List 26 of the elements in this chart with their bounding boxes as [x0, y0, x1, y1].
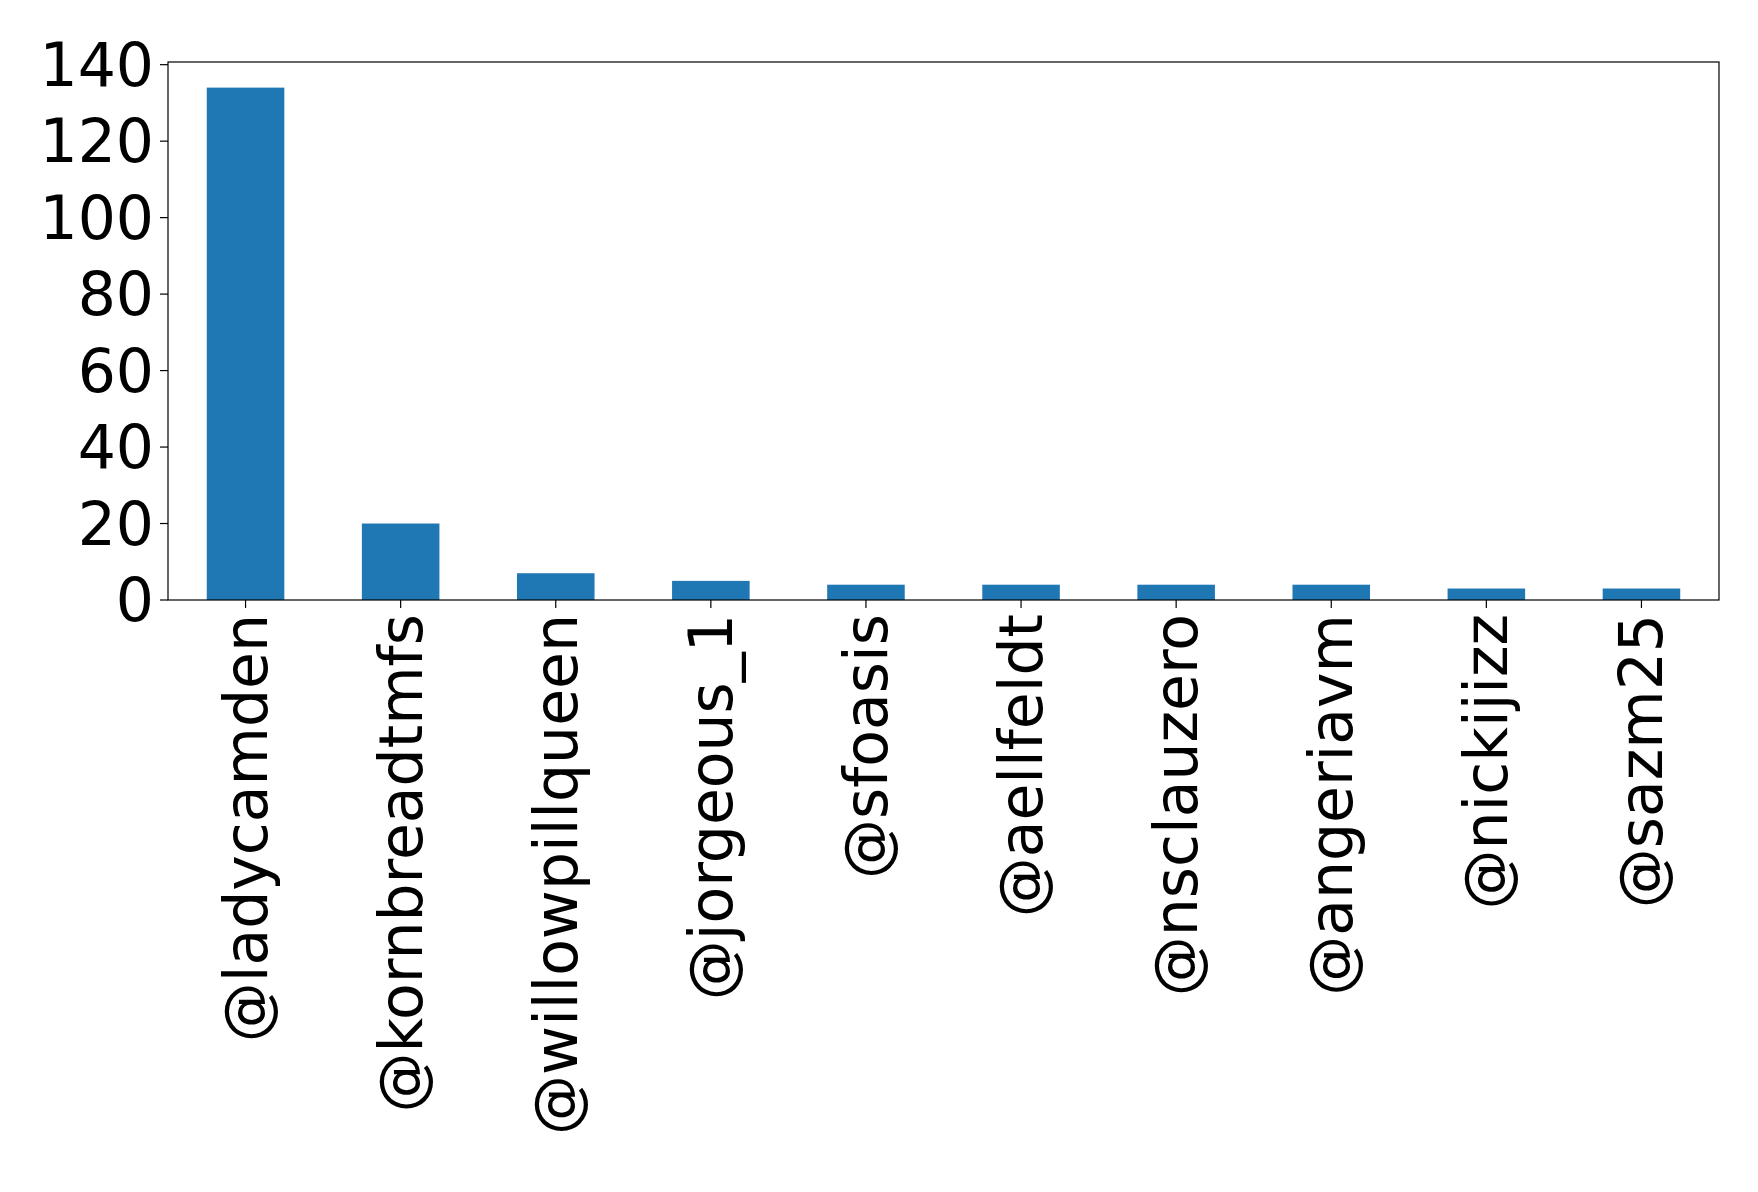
y-tick-label: 0	[115, 565, 154, 635]
x-tick-label: @sfoasis	[830, 614, 901, 880]
y-tick-label: 20	[77, 488, 154, 559]
y-tick-label: 120	[39, 106, 154, 177]
x-tick-label: @sazm25	[1606, 614, 1677, 909]
x-tick-label: @nickijizz	[1451, 614, 1522, 910]
y-tick-label: 100	[39, 182, 154, 253]
y-tick-label: 60	[77, 335, 154, 406]
x-tick-label: @angeriavm	[1296, 614, 1367, 996]
x-tick-label: @kornbreadtmfs	[365, 614, 436, 1113]
x-tick-label: @aellfeldt	[986, 614, 1057, 918]
bar	[516, 573, 595, 600]
bar	[672, 580, 750, 600]
x-tick-label: @ladycamden	[210, 614, 281, 1043]
bar	[1137, 584, 1215, 600]
y-tick-label: 40	[77, 412, 154, 483]
bar	[206, 87, 285, 600]
bar	[361, 523, 440, 600]
bar	[827, 584, 905, 600]
y-tick-label: 140	[39, 29, 154, 100]
x-tick-label: @nsclauzero	[1141, 614, 1212, 997]
y-tick-label: 80	[77, 259, 154, 330]
x-tick-label: @jorgeous_1	[675, 614, 746, 1001]
bar	[1292, 584, 1371, 600]
x-tick-label: @willowpillqueen	[520, 614, 591, 1135]
bar	[982, 584, 1060, 600]
